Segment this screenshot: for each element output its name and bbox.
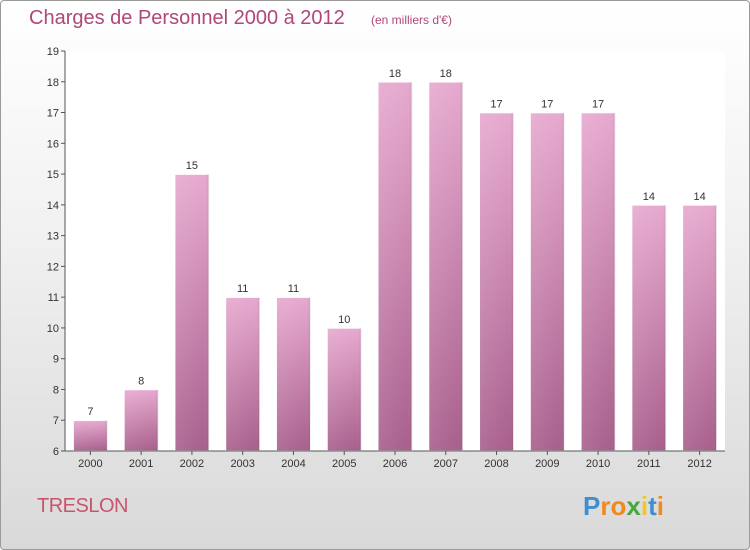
x-tick-label-2008: 2008: [484, 458, 508, 470]
data-label-2004: 11: [288, 283, 299, 295]
x-tick-label-2012: 2012: [687, 458, 711, 470]
data-label-2002: 15: [186, 160, 198, 172]
x-tick-label-2004: 2004: [281, 458, 305, 470]
logo-letter: i: [640, 491, 649, 521]
bar-shade-2010: [580, 112, 616, 452]
commune-name: TRESLON: [37, 495, 128, 517]
x-tick-label-2002: 2002: [180, 458, 204, 470]
y-tick-label: 14: [47, 200, 59, 212]
y-tick-label: 6: [53, 446, 59, 458]
chart-subtitle: (en milliers d'€): [371, 13, 452, 27]
bars-group: 7 8 15 11 11 10 18 18 17 17 17 14 14: [72, 68, 718, 452]
x-tick-label-2011: 2011: [637, 458, 661, 470]
bar-shade-2011: [631, 204, 667, 451]
data-label-2001: 8: [138, 375, 144, 387]
y-tick-label: 9: [53, 354, 59, 366]
x-tick-label-2005: 2005: [332, 458, 356, 470]
data-label-2000: 7: [87, 406, 93, 418]
data-label-2012: 14: [693, 191, 705, 203]
y-axis: 6 7 8 9 10 11 12 13 14 15 16 17 18 19: [47, 46, 66, 458]
y-tick-label: 12: [47, 261, 59, 273]
data-label-2008: 17: [490, 99, 502, 111]
x-tick-label-2009: 2009: [535, 458, 559, 470]
bar-shade-2000: [73, 420, 108, 451]
data-label-2003: 11: [237, 283, 248, 295]
y-tick-label: 7: [53, 415, 59, 427]
bar-shade-2003: [225, 297, 260, 451]
bar-shade-2009: [530, 112, 565, 452]
logo-letter: P: [583, 491, 601, 521]
x-tick-label-2000: 2000: [78, 458, 102, 470]
logo-letter: t: [648, 491, 657, 521]
chart-title: Charges de Personnel 2000 à 2012: [29, 7, 345, 29]
data-label-2010: 17: [592, 99, 604, 111]
y-tick-label: 11: [48, 292, 59, 304]
bar-shade-2005: [326, 327, 362, 451]
x-tick-label-2010: 2010: [586, 458, 610, 470]
y-tick-label: 19: [47, 46, 59, 58]
data-label-2009: 17: [541, 99, 553, 111]
y-tick-label: 10: [47, 323, 59, 335]
logo-letter: r: [600, 491, 611, 521]
bar-shade-2008: [479, 112, 514, 452]
x-axis: 2000 2001 2002 2003 2004 2005 2006 2007 2008 2009…: [65, 450, 725, 470]
x-tick-label-2006: 2006: [383, 458, 407, 470]
logo-letter: i: [656, 491, 664, 521]
x-tick-label-2007: 2007: [434, 458, 458, 470]
logo-letter: x: [626, 491, 641, 521]
data-label-2006: 18: [389, 68, 401, 80]
y-tick-label: 15: [47, 169, 59, 181]
y-tick-label: 18: [47, 77, 59, 89]
bar-shade-2006: [377, 81, 413, 452]
y-tick-label: 13: [47, 231, 59, 243]
y-tick-label: 17: [47, 108, 59, 120]
bar-shade-2004: [276, 297, 311, 451]
bar-shade-2001: [123, 389, 159, 451]
data-label-2005: 10: [338, 314, 350, 326]
bar-shade-2002: [174, 174, 210, 452]
proxiti-logo: Proxiti: [583, 491, 664, 522]
bar-shade-2007: [428, 81, 464, 452]
logo-letter: o: [610, 491, 627, 521]
data-label-2011: 14: [643, 191, 655, 203]
y-tick-label: 8: [53, 384, 59, 396]
bar-shade-2012: [682, 204, 717, 451]
x-tick-label-2003: 2003: [230, 458, 254, 470]
x-tick-label-2001: 2001: [129, 458, 153, 470]
y-tick-label: 16: [47, 138, 59, 150]
data-label-2007: 18: [440, 68, 452, 80]
